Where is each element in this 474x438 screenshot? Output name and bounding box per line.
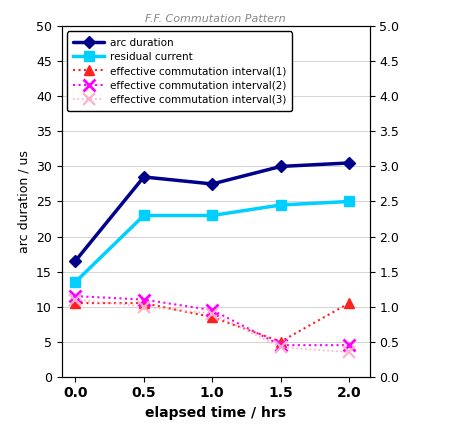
effective commutation interval(3) <box>278 345 283 350</box>
effective commutation interval(1) <box>210 314 215 320</box>
effective commutation interval(3) <box>346 350 352 355</box>
Line: effective commutation interval(3): effective commutation interval(3) <box>69 293 356 358</box>
Line: arc duration: arc duration <box>71 159 353 265</box>
effective commutation interval(2) <box>73 293 78 299</box>
arc duration <box>141 174 146 180</box>
effective commutation interval(2) <box>278 343 283 348</box>
effective commutation interval(1) <box>141 300 146 306</box>
residual current <box>141 213 146 218</box>
residual current <box>278 202 283 208</box>
effective commutation interval(3) <box>73 297 78 302</box>
effective commutation interval(2) <box>141 297 146 302</box>
effective commutation interval(3) <box>141 304 146 309</box>
arc duration <box>278 164 283 169</box>
arc duration <box>73 258 78 264</box>
arc duration <box>346 160 352 166</box>
Line: effective commutation interval(2): effective commutation interval(2) <box>69 290 356 351</box>
Y-axis label: arc duration / us: arc duration / us <box>18 150 30 253</box>
residual current <box>346 199 352 204</box>
effective commutation interval(1) <box>73 300 78 306</box>
effective commutation interval(3) <box>210 311 215 316</box>
effective commutation interval(2) <box>346 343 352 348</box>
residual current <box>210 213 215 218</box>
Legend: arc duration, residual current, effective commutation interval(1), effective com: arc duration, residual current, effectiv… <box>67 32 292 111</box>
Title: F.F. Commutation Pattern: F.F. Commutation Pattern <box>146 14 286 24</box>
effective commutation interval(1) <box>278 339 283 344</box>
effective commutation interval(1) <box>346 300 352 306</box>
Line: effective commutation interval(1): effective commutation interval(1) <box>71 298 354 346</box>
X-axis label: elapsed time / hrs: elapsed time / hrs <box>145 406 286 420</box>
residual current <box>73 279 78 285</box>
Line: residual current: residual current <box>71 197 354 287</box>
effective commutation interval(2) <box>210 307 215 313</box>
arc duration <box>210 181 215 187</box>
